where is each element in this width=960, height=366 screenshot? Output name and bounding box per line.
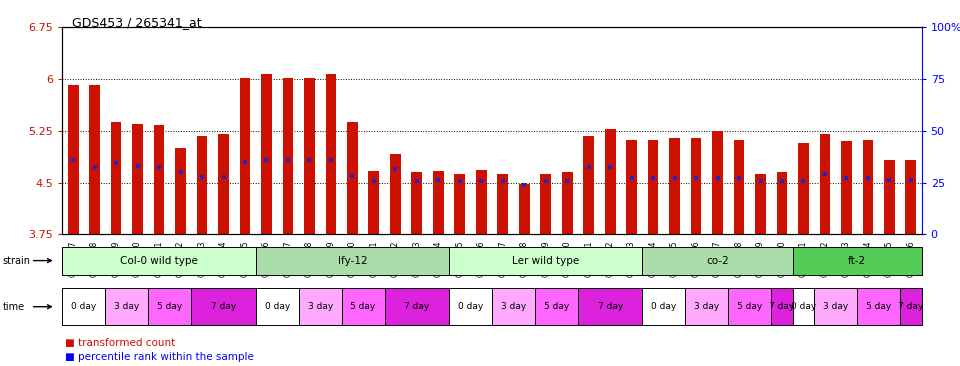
Text: ■ percentile rank within the sample: ■ percentile rank within the sample	[65, 352, 254, 362]
Bar	[68, 85, 79, 234]
Bar	[454, 174, 466, 234]
Bar	[605, 130, 615, 234]
Bar	[132, 124, 143, 234]
Bar	[218, 134, 228, 234]
Bar	[756, 174, 766, 234]
Text: 7 day: 7 day	[597, 302, 623, 311]
Text: 7 day: 7 day	[899, 302, 924, 311]
Text: 7 day: 7 day	[404, 302, 429, 311]
Bar	[669, 138, 680, 234]
Bar	[369, 171, 379, 234]
Text: co-2: co-2	[707, 256, 729, 266]
Bar	[110, 122, 122, 234]
Bar	[862, 140, 874, 234]
Text: Col-0 wild type: Col-0 wild type	[120, 256, 198, 266]
Text: 3 day: 3 day	[307, 302, 333, 311]
Bar	[690, 138, 702, 234]
Bar	[325, 74, 336, 234]
Bar	[89, 85, 100, 234]
Bar	[240, 78, 251, 234]
Bar	[197, 136, 207, 234]
Bar	[841, 141, 852, 234]
Text: 3 day: 3 day	[823, 302, 849, 311]
Bar	[412, 172, 422, 234]
Bar	[282, 78, 294, 234]
Bar	[733, 140, 744, 234]
Bar	[905, 160, 916, 234]
Text: 3 day: 3 day	[501, 302, 526, 311]
Text: 5 day: 5 day	[866, 302, 891, 311]
Bar	[347, 122, 358, 234]
Text: ft-2: ft-2	[848, 256, 866, 266]
Text: Ler wild type: Ler wild type	[512, 256, 579, 266]
Text: 5 day: 5 day	[543, 302, 569, 311]
Text: 5 day: 5 day	[157, 302, 182, 311]
Text: 7 day: 7 day	[769, 302, 795, 311]
Bar	[626, 140, 637, 234]
Text: 0 day: 0 day	[265, 302, 290, 311]
Text: GDS453 / 265341_at: GDS453 / 265341_at	[72, 16, 202, 30]
Bar	[584, 137, 594, 234]
Bar	[175, 148, 186, 234]
Bar	[712, 131, 723, 234]
Text: time: time	[3, 302, 25, 312]
Text: 7 day: 7 day	[211, 302, 236, 311]
Bar	[476, 170, 487, 234]
Bar	[390, 154, 400, 234]
Text: ■ transformed count: ■ transformed count	[65, 338, 176, 348]
Text: 0 day: 0 day	[651, 302, 677, 311]
Text: 3 day: 3 day	[114, 302, 139, 311]
Text: 3 day: 3 day	[694, 302, 719, 311]
Bar	[798, 143, 809, 234]
Bar	[540, 173, 551, 234]
Bar	[518, 184, 530, 234]
Text: 5 day: 5 day	[350, 302, 375, 311]
Bar	[433, 171, 444, 234]
Bar	[884, 160, 895, 234]
Bar	[648, 140, 659, 234]
Text: 0 day: 0 day	[791, 302, 816, 311]
Bar	[304, 78, 315, 234]
Bar	[820, 134, 830, 234]
Bar	[497, 174, 508, 234]
Text: lfy-12: lfy-12	[338, 256, 367, 266]
Bar	[154, 125, 164, 234]
Text: 0 day: 0 day	[71, 302, 97, 311]
Bar	[261, 74, 272, 234]
Text: strain: strain	[3, 255, 31, 266]
Text: 5 day: 5 day	[737, 302, 762, 311]
Bar	[562, 172, 572, 234]
Text: 0 day: 0 day	[458, 302, 483, 311]
Bar	[777, 172, 787, 234]
